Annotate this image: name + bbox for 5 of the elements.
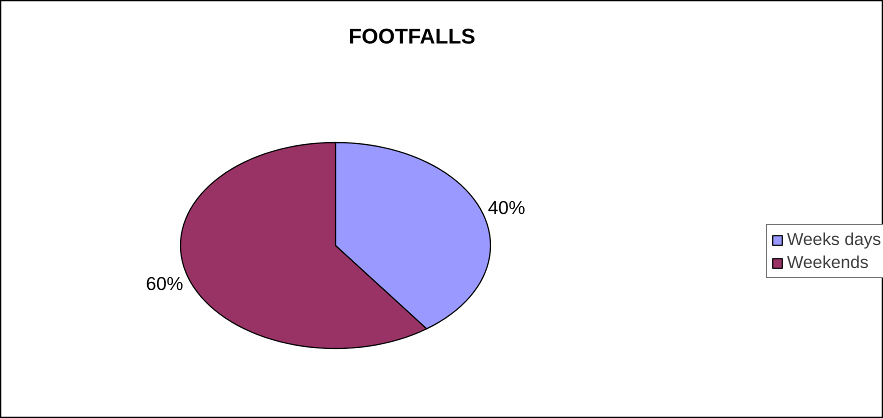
data-label: 60% [146,273,184,294]
chart-title: FOOTFALLS [348,24,476,48]
legend-label: Weeks days [787,229,882,250]
legend-label: Weekends [787,252,869,273]
data-label: 40% [488,196,526,218]
